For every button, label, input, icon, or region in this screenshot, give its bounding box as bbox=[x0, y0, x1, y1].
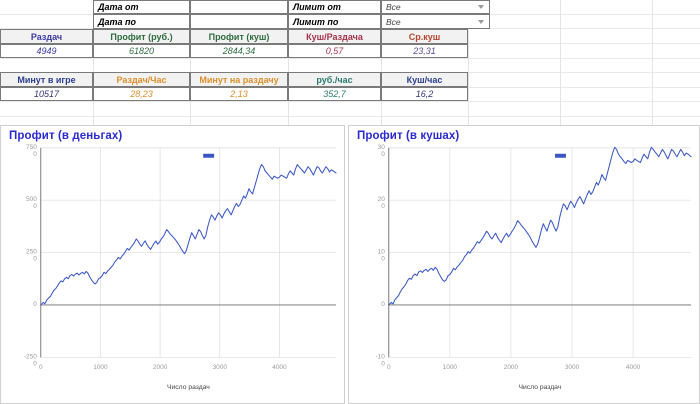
chevron-down-icon[interactable] bbox=[478, 5, 484, 9]
svg-text:2000: 2000 bbox=[504, 364, 519, 371]
limit-to-value: Все bbox=[386, 16, 401, 27]
svg-text:3000: 3000 bbox=[565, 364, 580, 371]
stats-row2-values: 10517 28,23 2,13 352,7 16,2 bbox=[0, 87, 468, 101]
date-from-value[interactable] bbox=[190, 0, 288, 14]
svg-text:0: 0 bbox=[381, 256, 385, 263]
chart-right-title: Профит (в кушах) bbox=[357, 130, 460, 142]
svg-text:30: 30 bbox=[378, 144, 386, 151]
stat-value-profit-kush: 2844,34 bbox=[190, 44, 288, 58]
svg-text:0: 0 bbox=[381, 203, 385, 210]
stat-value-profit-rub: 61820 bbox=[93, 44, 190, 58]
stat-value-kush-razdacha: 0,57 bbox=[288, 44, 381, 58]
stat-header-minut-v-igre: Минут в игре bbox=[0, 72, 93, 87]
limit-from-dropdown[interactable]: Все bbox=[381, 0, 490, 14]
svg-text:0: 0 bbox=[39, 364, 43, 371]
date-to-label: Дата по bbox=[93, 14, 190, 29]
stat-header-profit-kush: Профит (куш) bbox=[190, 29, 288, 44]
chart-left-title: Профит (в деньгах) bbox=[9, 130, 123, 142]
limit-to-dropdown[interactable]: Все bbox=[381, 14, 490, 29]
stat-value-minut-na-razdachu: 2,13 bbox=[190, 87, 288, 101]
svg-text:1000: 1000 bbox=[93, 364, 108, 371]
svg-text:10: 10 bbox=[378, 249, 386, 256]
svg-text:0: 0 bbox=[381, 151, 385, 158]
svg-text:500: 500 bbox=[26, 196, 37, 203]
svg-text:-250: -250 bbox=[24, 353, 37, 360]
svg-text:-10: -10 bbox=[375, 353, 385, 360]
chart-xaxis-label: Число раздач bbox=[167, 384, 210, 391]
filter-row-date-from: Дата от Лимит от Все bbox=[0, 0, 490, 14]
stat-value-minut-v-igre: 10517 bbox=[0, 87, 93, 101]
svg-text:0: 0 bbox=[387, 364, 391, 371]
chart-profit-kush: Профит (в кушах) 30 0 20 0 10 0 0 -10 0 0 1000 2000… bbox=[348, 125, 700, 404]
stat-header-kush-razdacha: Куш/Раздача bbox=[288, 29, 381, 44]
svg-text:0: 0 bbox=[381, 360, 385, 367]
limit-from-value: Все bbox=[386, 2, 401, 12]
svg-text:750: 750 bbox=[26, 144, 37, 151]
stat-header-razdach-chas: Раздач/Час bbox=[93, 72, 190, 87]
svg-text:4000: 4000 bbox=[626, 364, 641, 371]
spacer-cell bbox=[0, 0, 93, 14]
svg-text:0: 0 bbox=[33, 256, 37, 263]
svg-text:0: 0 bbox=[33, 151, 37, 158]
stat-header-rub-chas: руб./час bbox=[288, 72, 381, 87]
filter-row-date-to: Дата по Лимит по Все bbox=[0, 14, 490, 29]
stat-header-profit-rub: Профит (руб.) bbox=[93, 29, 190, 44]
stats-table: Дата от Лимит от Все Дата по Лимит по Вс… bbox=[0, 0, 490, 118]
chart-profit-money: Профит (в деньгах) 750 0 500 0 250 0 0 -250 0 0 10… bbox=[0, 125, 345, 404]
chart-xaxis-label: Число раздач bbox=[519, 384, 562, 391]
svg-text:1000: 1000 bbox=[443, 364, 458, 371]
spacer-cell bbox=[0, 14, 93, 29]
svg-text:20: 20 bbox=[378, 196, 386, 203]
stat-value-razdach: 4949 bbox=[0, 44, 93, 58]
stats-row1-headers: Раздач Профит (руб.) Профит (куш) Куш/Ра… bbox=[0, 29, 468, 44]
chart-legend-swatch bbox=[555, 153, 566, 158]
chart-legend-swatch bbox=[203, 153, 215, 158]
date-to-value[interactable] bbox=[190, 14, 288, 29]
limit-to-label: Лимит по bbox=[288, 14, 381, 29]
stat-value-kush-chas: 16,2 bbox=[381, 87, 468, 101]
stat-header-sr-kush: Ср.куш bbox=[381, 29, 468, 44]
svg-text:0: 0 bbox=[381, 301, 385, 308]
svg-text:0: 0 bbox=[33, 360, 37, 367]
limit-from-label: Лимит от bbox=[288, 0, 381, 14]
stats-row1-values: 4949 61820 2844,34 0,57 23,31 bbox=[0, 44, 468, 58]
stat-header-kush-chas: Куш/час bbox=[381, 72, 468, 87]
chevron-down-icon[interactable] bbox=[478, 19, 484, 24]
stats-row2-headers: Минут в игре Раздач/Час Минут на раздачу… bbox=[0, 72, 468, 87]
svg-text:250: 250 bbox=[26, 249, 37, 256]
svg-text:0: 0 bbox=[33, 203, 37, 210]
svg-text:0: 0 bbox=[33, 301, 37, 308]
stat-header-minut-na-razdachu: Минут на раздачу bbox=[190, 72, 288, 87]
svg-text:3000: 3000 bbox=[213, 364, 228, 371]
date-from-label: Дата от bbox=[93, 0, 190, 14]
stat-value-rub-chas: 352,7 bbox=[288, 87, 381, 101]
svg-text:2000: 2000 bbox=[153, 364, 168, 371]
stat-value-sr-kush: 23,31 bbox=[381, 44, 468, 58]
stat-header-razdach: Раздач bbox=[0, 29, 93, 44]
stat-value-razdach-chas: 28,23 bbox=[93, 87, 190, 101]
svg-text:4000: 4000 bbox=[272, 364, 287, 371]
